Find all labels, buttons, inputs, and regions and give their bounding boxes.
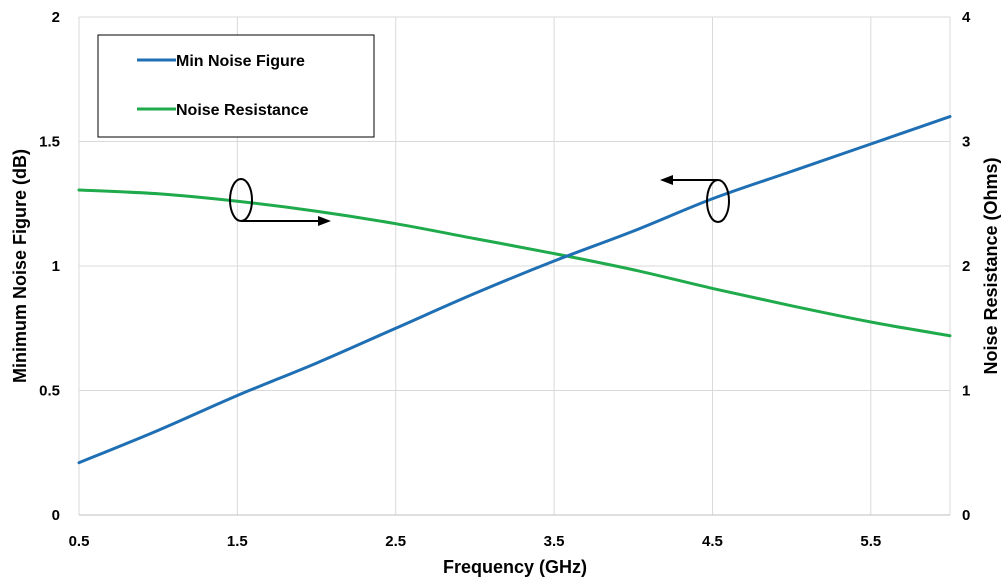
- series-noise-resistance: [77, 188, 952, 338]
- x-tick-label: 5.5: [860, 533, 881, 550]
- series-min-noise-figure: [77, 115, 952, 465]
- axis-indicator-annotations: [229, 175, 730, 226]
- y-tick-label: 2: [52, 9, 60, 26]
- legend-label-noise-resistance: Noise Resistance: [176, 102, 309, 119]
- y2-tick-label: 4: [962, 9, 971, 26]
- y2-tick-label: 3: [962, 134, 970, 151]
- x-tick-label: 4.5: [702, 533, 723, 550]
- legend-label-min-noise-figure: Min Noise Figure: [176, 53, 305, 70]
- y-tick-label: 1.5: [39, 134, 60, 151]
- y-tick-label: 1: [52, 258, 60, 275]
- y2-axis-title: Noise Resistance (Ohms): [981, 157, 1001, 374]
- y-axis-title: Minimum Noise Figure (dB): [10, 149, 30, 383]
- legend-box: [97, 34, 375, 138]
- y-tick-label: 0: [52, 507, 60, 524]
- series-layer: [77, 115, 952, 465]
- y2-tick-label: 1: [962, 383, 970, 400]
- legend: Min Noise Figure Noise Resistance: [97, 34, 375, 138]
- x-axis-title: Frequency (GHz): [443, 557, 587, 577]
- x-tick-label: 0.5: [69, 533, 90, 550]
- x-tick-label: 1.5: [227, 533, 248, 550]
- x-tick-label: 2.5: [385, 533, 406, 550]
- annotation-arrowhead: [318, 216, 331, 226]
- tick-labels: 0.5 1.5 2.5 3.5 4.5 5.5 0 0.5 1 1.5 2 0 1 2 3 4: [39, 9, 971, 550]
- x-tick-label: 3.5: [544, 533, 565, 550]
- annotation-arrowhead: [660, 175, 673, 185]
- y-tick-label: 0.5: [39, 383, 60, 400]
- y2-tick-label: 0: [962, 507, 970, 524]
- y2-tick-label: 2: [962, 258, 970, 275]
- right-axis-indicator: [229, 178, 331, 226]
- left-axis-indicator: [660, 175, 730, 223]
